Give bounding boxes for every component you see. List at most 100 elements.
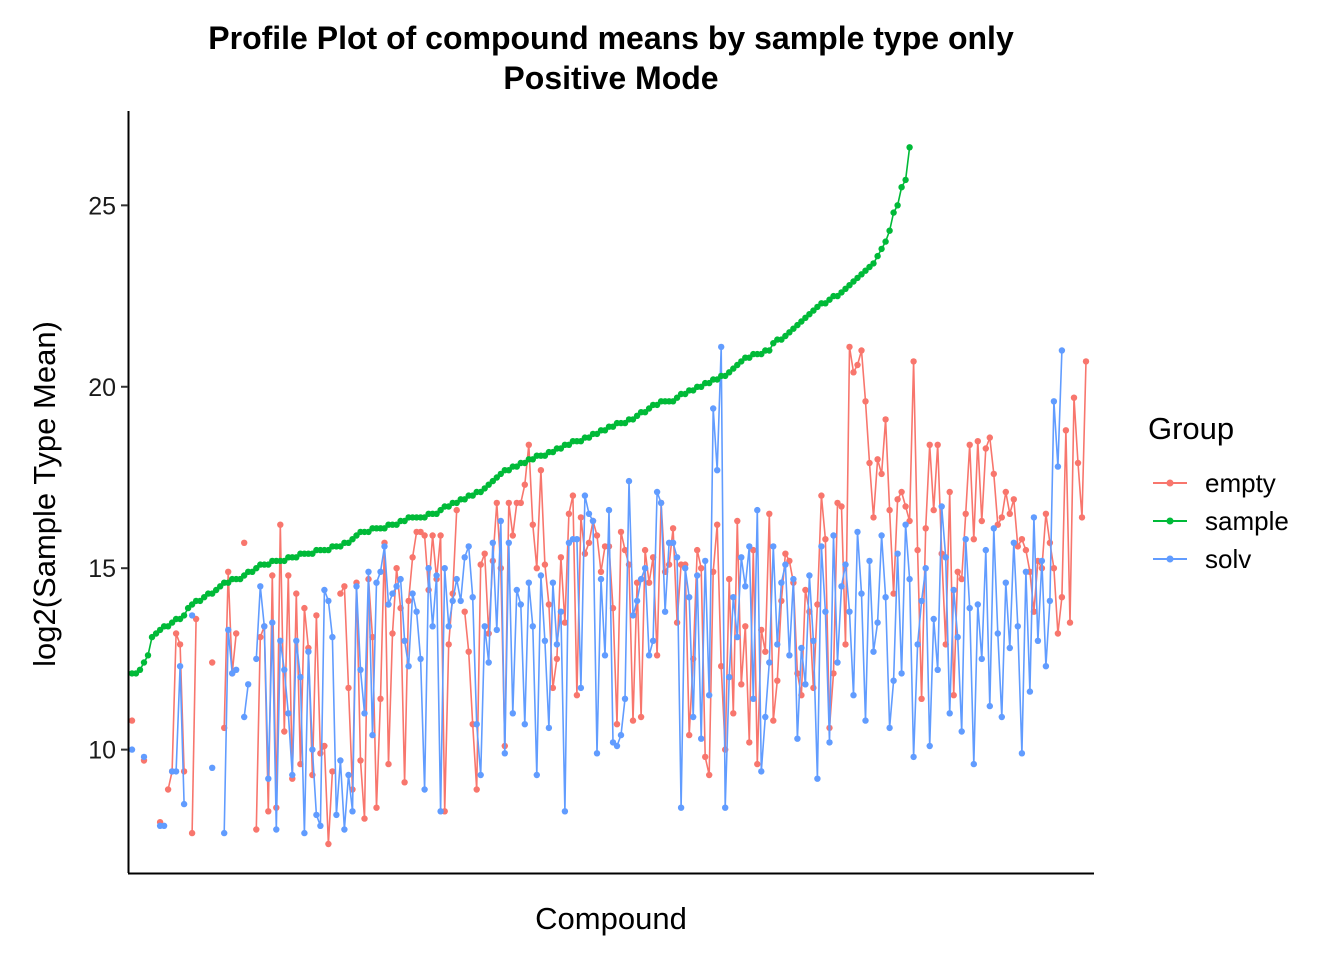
point-empty — [778, 597, 785, 605]
point-empty — [577, 514, 585, 521]
point-solv — [742, 583, 749, 590]
point-empty — [617, 528, 625, 536]
point-empty — [1042, 510, 1050, 517]
point-empty — [549, 684, 557, 692]
legend: Group empty sample solv — [1148, 411, 1289, 574]
point-empty — [225, 568, 232, 575]
point-solv — [537, 572, 545, 579]
point-solv — [341, 826, 348, 833]
series-line-empty — [191, 618, 197, 834]
point-solv — [589, 517, 597, 525]
point-empty — [593, 532, 601, 539]
point-empty — [541, 561, 549, 568]
point-solv — [1030, 514, 1038, 521]
point-empty — [509, 532, 516, 539]
point-solv — [413, 608, 420, 615]
series-line-solv — [243, 684, 249, 718]
point-empty — [293, 590, 300, 597]
point-empty — [329, 768, 336, 775]
point-empty — [922, 525, 929, 532]
point-empty — [802, 586, 809, 594]
point-solv — [778, 579, 785, 586]
point-empty — [950, 692, 957, 699]
point-empty — [401, 779, 408, 786]
point-solv — [782, 561, 789, 568]
point-solv — [269, 619, 276, 626]
point-solv — [750, 695, 757, 702]
point-solv — [838, 583, 845, 590]
point-solv — [409, 590, 416, 597]
series-solv — [128, 343, 1066, 837]
point-solv — [553, 641, 561, 648]
point-sample — [136, 666, 144, 673]
point-solv — [962, 536, 969, 543]
point-solv — [1038, 557, 1046, 565]
point-empty — [373, 804, 380, 811]
point-empty — [128, 717, 136, 724]
point-solv — [862, 717, 869, 724]
point-solv — [349, 808, 356, 815]
point-empty — [930, 506, 937, 514]
point-empty — [529, 521, 536, 528]
point-solv — [417, 655, 424, 663]
point-solv — [140, 753, 148, 761]
point-solv — [998, 713, 1005, 721]
point-solv — [669, 539, 677, 546]
point-solv — [738, 554, 745, 561]
point-empty — [581, 550, 589, 557]
point-empty — [621, 546, 629, 554]
point-sample — [886, 227, 893, 234]
point-solv — [754, 506, 761, 514]
series-line-solv — [255, 346, 1063, 834]
legend-label: sample — [1205, 506, 1289, 536]
point-empty — [946, 488, 953, 496]
y-tick-label: 10 — [88, 737, 116, 765]
point-empty — [241, 539, 248, 546]
point-empty — [445, 641, 452, 648]
point-empty — [810, 684, 817, 692]
point-solv — [694, 572, 701, 579]
point-solv — [834, 659, 841, 666]
point-solv — [485, 659, 492, 666]
point-empty — [669, 525, 677, 532]
point-empty — [830, 670, 837, 677]
point-solv — [421, 786, 428, 793]
point-solv — [513, 586, 520, 594]
point-solv — [1026, 688, 1034, 695]
point-empty — [1070, 394, 1078, 401]
point-empty — [954, 568, 961, 575]
point-sample — [726, 369, 733, 376]
point-solv — [525, 579, 532, 586]
point-empty — [653, 652, 661, 659]
point-empty — [914, 546, 921, 554]
point-solv — [766, 659, 773, 666]
point-empty — [1018, 536, 1026, 543]
legend-title: Group — [1148, 411, 1234, 446]
point-solv — [597, 575, 605, 583]
point-empty — [209, 659, 216, 666]
point-solv — [878, 532, 885, 539]
point-solv — [902, 521, 909, 528]
point-solv — [425, 565, 432, 572]
point-sample — [898, 184, 905, 191]
point-empty — [990, 470, 997, 478]
point-empty — [641, 546, 649, 554]
point-solv — [722, 804, 729, 811]
point-solv — [641, 565, 649, 572]
point-empty — [718, 663, 725, 670]
point-empty — [176, 641, 184, 648]
point-solv — [814, 775, 821, 782]
point-empty — [1062, 427, 1070, 434]
point-empty — [597, 568, 605, 575]
point-solv — [1002, 579, 1009, 586]
point-empty — [846, 343, 853, 351]
point-solv — [509, 710, 516, 717]
point-empty — [686, 731, 693, 739]
point-solv — [533, 771, 540, 779]
point-solv — [846, 608, 853, 615]
point-solv — [702, 557, 709, 565]
point-empty — [726, 575, 733, 583]
point-solv — [786, 652, 793, 659]
point-sample — [437, 506, 444, 514]
